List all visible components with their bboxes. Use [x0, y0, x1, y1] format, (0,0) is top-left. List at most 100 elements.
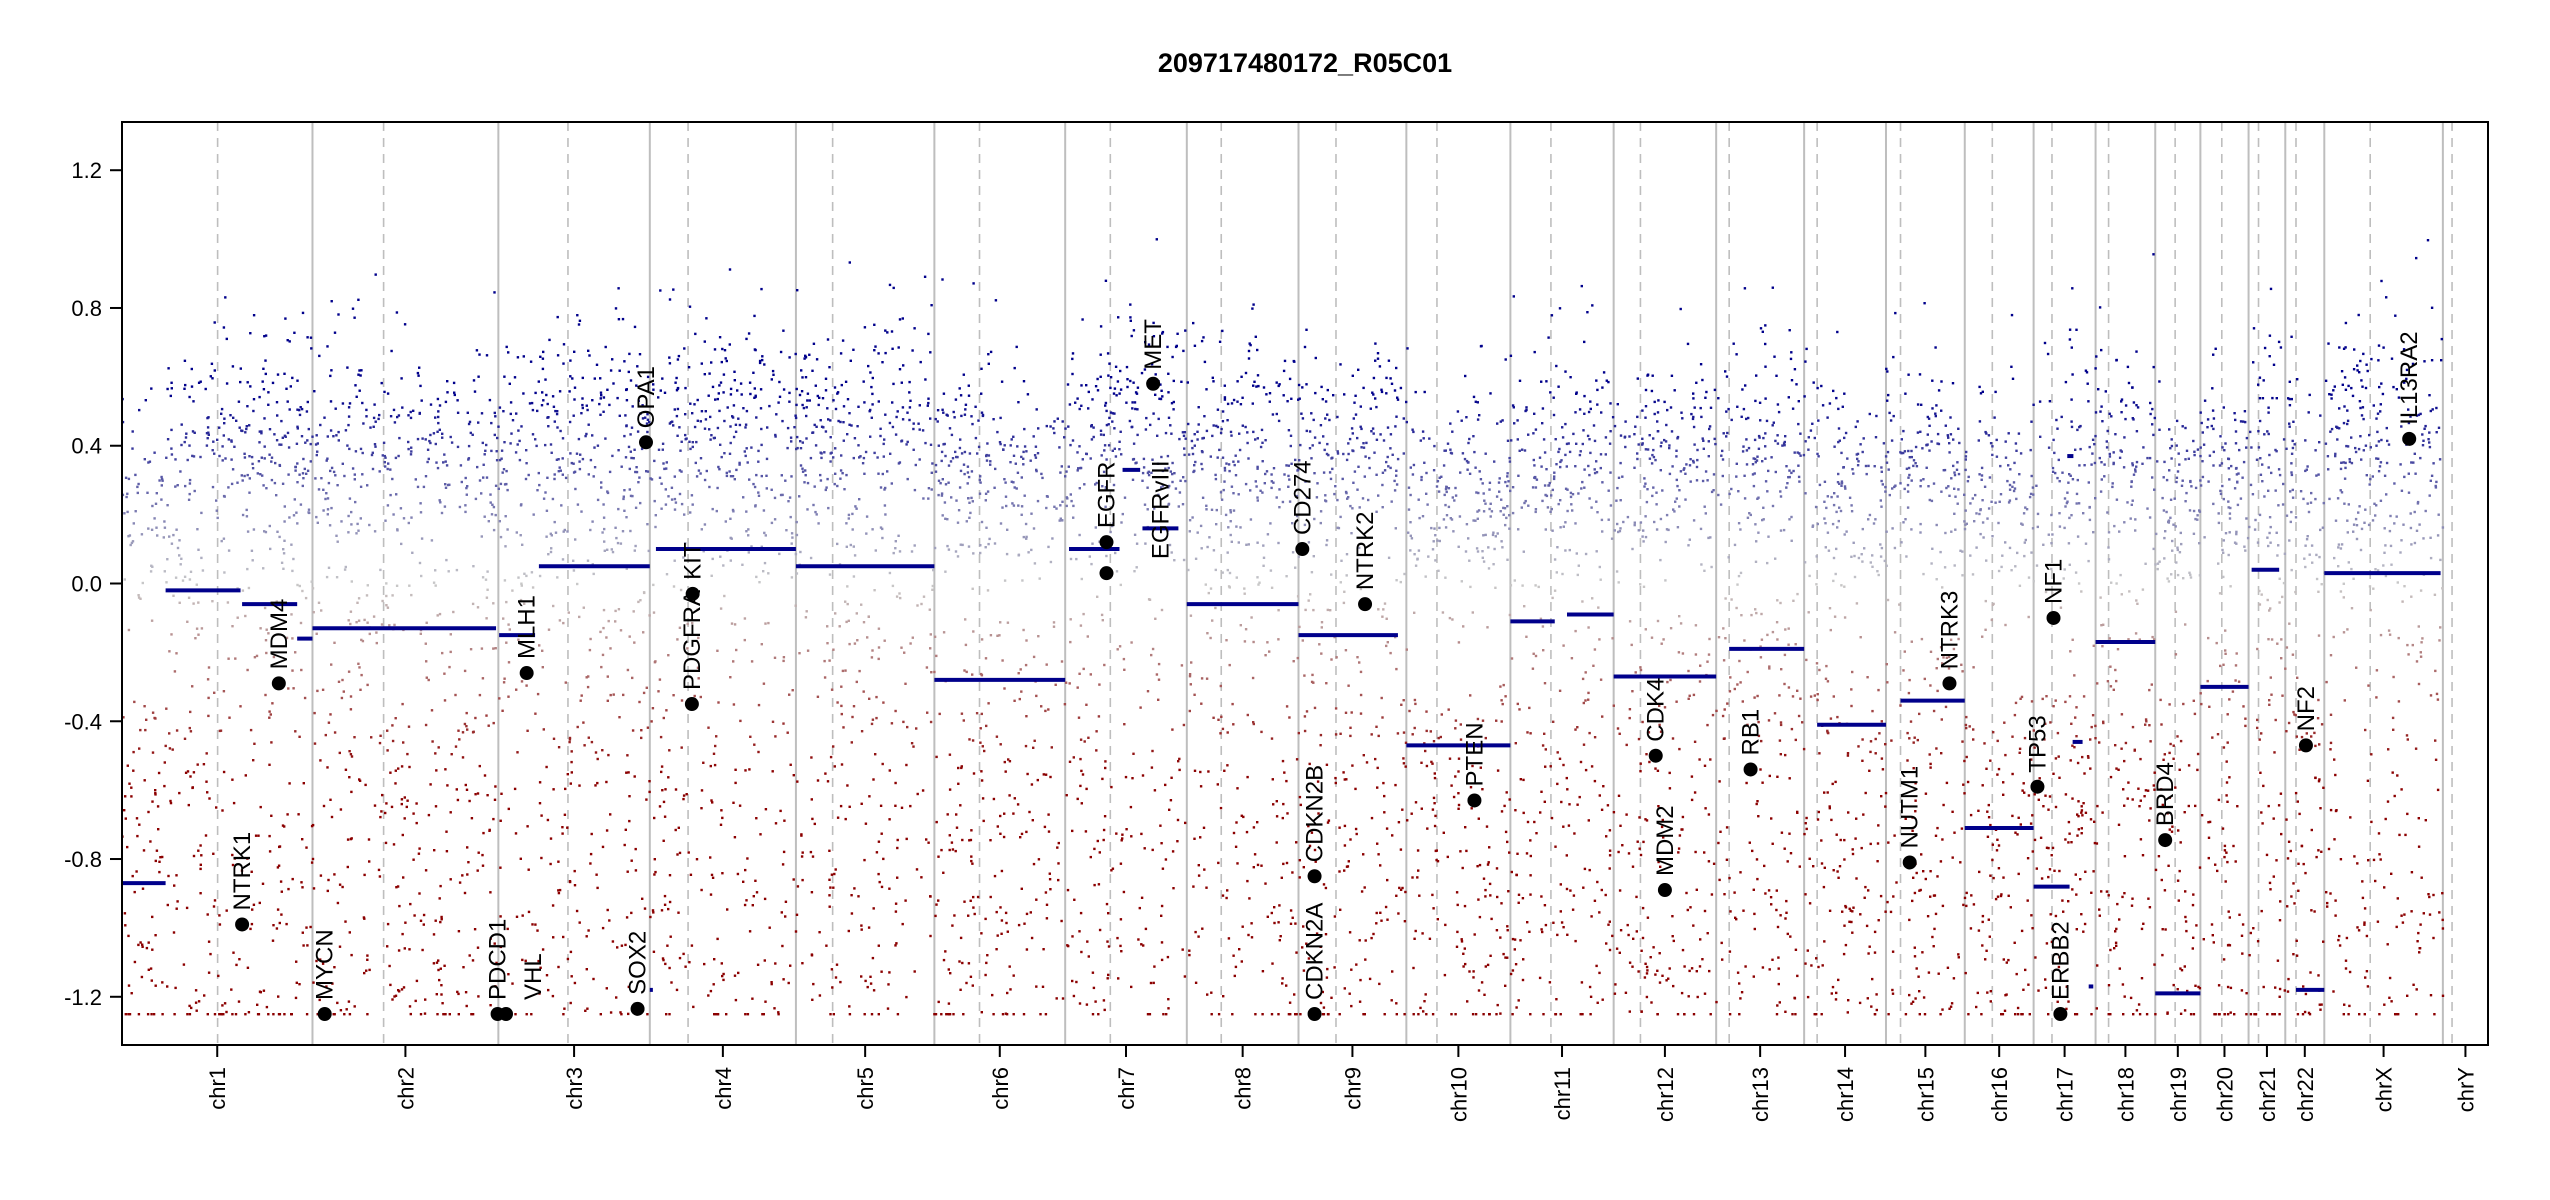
probe-point	[1516, 702, 1519, 706]
probe-point	[1094, 526, 1097, 529]
probe-point	[832, 648, 835, 651]
probe-point	[638, 476, 641, 479]
probe-point	[562, 935, 565, 939]
probe-point	[1112, 392, 1116, 395]
probe-point	[1402, 699, 1405, 702]
probe-point	[1221, 329, 1224, 333]
probe-point	[349, 753, 353, 756]
probe-point	[453, 391, 456, 394]
probe-point	[124, 1013, 127, 1016]
probe-point	[773, 1007, 776, 1010]
probe-point	[1402, 762, 1406, 765]
probe-point	[1120, 839, 1123, 842]
probe-point	[730, 537, 733, 540]
probe-point	[155, 526, 158, 529]
probe-point	[494, 513, 497, 517]
probe-point	[855, 680, 858, 684]
probe-point	[1465, 523, 1469, 526]
probe-point	[779, 493, 783, 497]
probe-point	[542, 350, 545, 354]
probe-point	[936, 420, 939, 423]
probe-point	[386, 945, 389, 948]
probe-point	[1232, 460, 1235, 463]
probe-point	[1260, 864, 1263, 867]
probe-point	[778, 395, 782, 398]
probe-point	[1168, 484, 1171, 488]
probe-point	[1334, 733, 1338, 736]
probe-point	[518, 439, 521, 443]
probe-point	[845, 545, 848, 548]
probe-point	[1375, 922, 1378, 925]
probe-point	[325, 459, 328, 462]
probe-point	[170, 387, 173, 390]
probe-point	[823, 659, 826, 663]
probe-point	[1409, 466, 1412, 469]
probe-point	[880, 885, 884, 889]
probe-point	[188, 395, 191, 399]
probe-point	[333, 966, 336, 969]
probe-point	[1488, 1013, 1491, 1016]
probe-point	[141, 887, 145, 890]
probe-point	[441, 432, 444, 435]
probe-point	[1385, 460, 1388, 464]
probe-point	[562, 362, 565, 365]
probe-point	[378, 470, 381, 473]
probe-point	[353, 316, 356, 319]
probe-point	[1060, 465, 1063, 468]
probe-point	[534, 923, 537, 926]
probe-point	[1001, 1013, 1005, 1016]
probe-point	[495, 961, 498, 965]
probe-point	[1381, 471, 1385, 474]
probe-point	[729, 559, 732, 562]
probe-point	[1424, 993, 1427, 996]
probe-point	[1305, 429, 1308, 433]
probe-point	[1606, 804, 1610, 807]
probe-point	[599, 413, 602, 416]
probe-point	[1407, 486, 1411, 489]
probe-point	[941, 278, 944, 281]
probe-point	[814, 444, 818, 447]
probe-point	[1562, 825, 1565, 828]
probe-point	[1239, 526, 1242, 529]
probe-point	[1253, 853, 1257, 856]
probe-point	[1010, 438, 1013, 441]
probe-point	[1553, 558, 1557, 561]
probe-point	[1506, 439, 1510, 442]
probe-point	[371, 467, 375, 471]
probe-point	[341, 678, 344, 682]
probe-point	[1032, 655, 1036, 659]
probe-point	[1231, 702, 1234, 706]
probe-point	[435, 461, 438, 464]
probe-point	[334, 474, 337, 477]
probe-point	[180, 557, 183, 560]
probe-point	[334, 407, 337, 410]
probe-point	[463, 669, 467, 673]
probe-point	[1506, 484, 1509, 488]
probe-point	[1254, 335, 1257, 338]
probe-point	[955, 813, 958, 816]
probe-point	[953, 416, 956, 419]
probe-point	[744, 769, 747, 772]
probe-point	[795, 913, 799, 916]
probe-point	[614, 620, 617, 623]
probe-point	[1055, 997, 1058, 1000]
probe-point	[1065, 470, 1068, 473]
probe-point	[1396, 396, 1399, 399]
probe-point	[621, 530, 625, 533]
probe-point	[1477, 989, 1481, 992]
probe-point	[627, 445, 631, 449]
probe-point	[1006, 621, 1010, 624]
probe-point	[1167, 486, 1170, 489]
probe-point	[546, 818, 550, 822]
probe-point	[1216, 783, 1219, 786]
probe-point	[241, 479, 244, 482]
probe-point	[343, 568, 347, 571]
probe-point	[1487, 567, 1491, 570]
probe-point	[1234, 474, 1238, 477]
probe-point	[1158, 397, 1161, 400]
probe-point	[456, 399, 459, 402]
probe-point	[927, 332, 930, 336]
probe-point	[667, 776, 670, 779]
probe-point	[1362, 1013, 1365, 1016]
probe-point	[956, 455, 959, 459]
